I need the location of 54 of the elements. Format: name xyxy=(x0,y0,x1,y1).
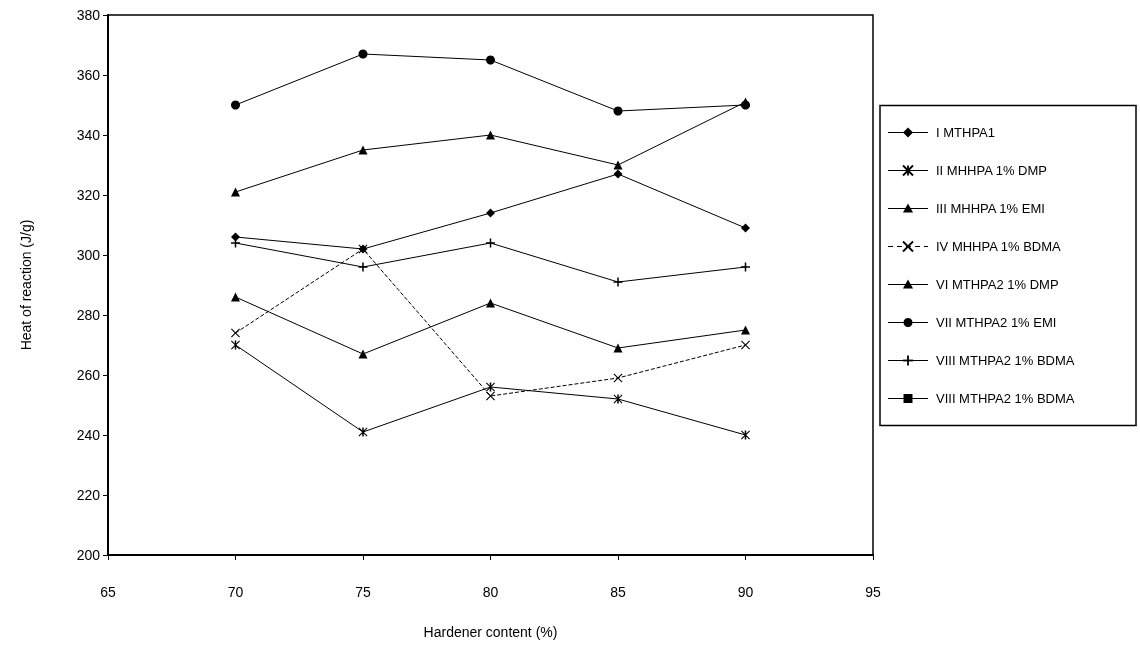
legend-label: I MTHPA1 xyxy=(936,125,995,140)
point xyxy=(486,208,495,218)
point xyxy=(486,238,495,248)
point xyxy=(486,298,495,308)
legend-label: VI MTHPA2 1% DMP xyxy=(936,277,1059,292)
legend-label: VIII MTHPA2 1% BDMA xyxy=(936,353,1075,368)
point xyxy=(741,430,750,440)
x-tick-label: 75 xyxy=(355,584,371,600)
point xyxy=(231,340,240,350)
x-tick-label: 85 xyxy=(610,584,626,600)
point xyxy=(613,169,623,179)
point xyxy=(741,325,750,335)
point xyxy=(486,391,495,401)
legend-label: II MHHPA 1% DMP xyxy=(936,163,1048,178)
y-axis-title: Heat of reaction (J/g) xyxy=(18,219,34,351)
y-tick-label: 320 xyxy=(76,187,101,203)
y-tick-label: 200 xyxy=(76,547,101,563)
point xyxy=(231,100,240,110)
point xyxy=(231,328,240,338)
x-axis-title: Hardener content (%) xyxy=(423,624,558,640)
y-tick-label: 260 xyxy=(76,367,101,383)
x-tick-label: 65 xyxy=(100,584,116,600)
point xyxy=(741,340,750,350)
point xyxy=(358,349,368,359)
point xyxy=(486,55,495,65)
point xyxy=(486,130,495,140)
y-tick-label: 380 xyxy=(76,7,101,23)
y-tick-label: 240 xyxy=(76,427,101,443)
point xyxy=(231,187,240,197)
x-tick-label: 70 xyxy=(227,584,244,600)
point xyxy=(613,343,623,353)
y-tick-label: 300 xyxy=(76,247,101,263)
point xyxy=(358,49,368,59)
x-tick-label: 80 xyxy=(482,584,499,600)
y-tick-label: 280 xyxy=(76,307,101,323)
point xyxy=(741,262,750,272)
point xyxy=(231,292,240,302)
legend-label: VIII MTHPA2 1% BDMA xyxy=(936,391,1075,406)
point xyxy=(486,382,495,392)
point xyxy=(741,223,750,233)
y-tick-label: 360 xyxy=(76,67,101,83)
point xyxy=(231,232,240,242)
point xyxy=(613,106,623,116)
legend-label: IV MHHPA 1% BDMA xyxy=(936,239,1062,254)
legend-label: III MHHPA 1% EMI xyxy=(936,201,1045,216)
point xyxy=(358,262,368,272)
point xyxy=(613,277,623,287)
y-tick-label: 220 xyxy=(76,487,101,503)
point xyxy=(358,145,368,155)
legend-label: VII MTHPA2 1% EMI xyxy=(936,315,1057,330)
x-tick-label: 95 xyxy=(865,584,881,600)
point xyxy=(613,160,623,170)
y-tick-label: 340 xyxy=(76,127,101,143)
x-tick-label: 90 xyxy=(737,584,754,600)
